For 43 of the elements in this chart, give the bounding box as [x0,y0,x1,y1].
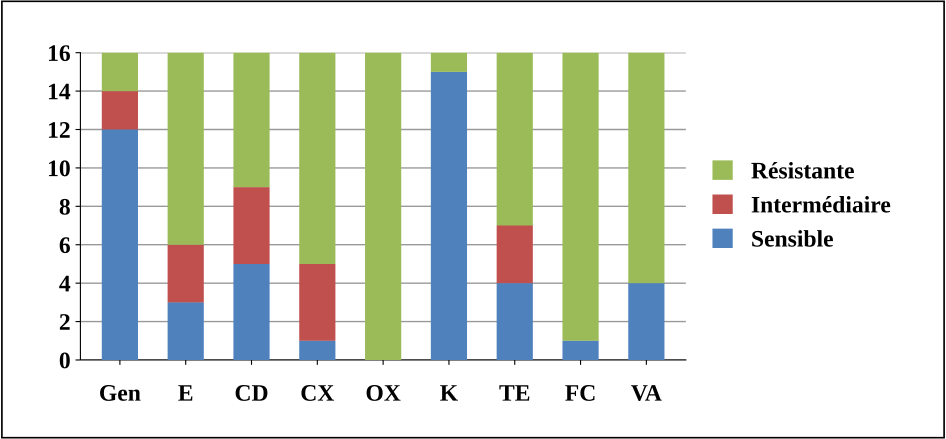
bar [299,340,336,360]
bar [365,52,402,360]
x-tick-label: OX [366,385,401,401]
bar [628,283,664,360]
x-tick-label: E [178,385,192,401]
bar [233,187,270,264]
bar [430,72,468,360]
y-tick-label: 14 [48,84,70,100]
bar [496,52,533,226]
x-tick-label: VA [631,385,662,402]
x-tick-label: Gen [100,385,141,401]
bar [102,91,138,130]
y-tick-label: 6 [60,237,70,254]
bar [233,264,270,360]
x-tick-label: CX [301,385,334,401]
x-tick-label: CD [236,385,268,401]
legend-label: Résistante [751,162,854,179]
bar [168,52,204,245]
bar [233,52,270,188]
bar [102,130,138,360]
y-tick-label: 10 [48,160,70,176]
legend-label: Sensible [752,230,833,247]
x-tick-label: FC [565,385,594,401]
bar [299,52,336,264]
bar [628,52,664,284]
bar [562,340,599,360]
x-tick-label: TE [499,385,530,401]
bar [562,52,599,341]
y-tick-label: 16 [48,45,70,62]
bar [299,264,336,341]
bar [430,52,468,72]
bar [168,244,204,302]
bar [496,283,533,360]
legend-label: Intermédiaire [752,196,890,213]
y-tick-label: 4 [59,276,70,292]
x-tick-label: K [440,385,458,401]
y-tick-label: 12 [48,122,70,138]
bar [496,226,533,284]
y-tick-label: 0 [60,352,70,368]
bar [168,302,204,360]
y-tick-label: 8 [60,198,70,215]
y-tick-label: 2 [60,314,70,330]
bar [102,52,138,92]
